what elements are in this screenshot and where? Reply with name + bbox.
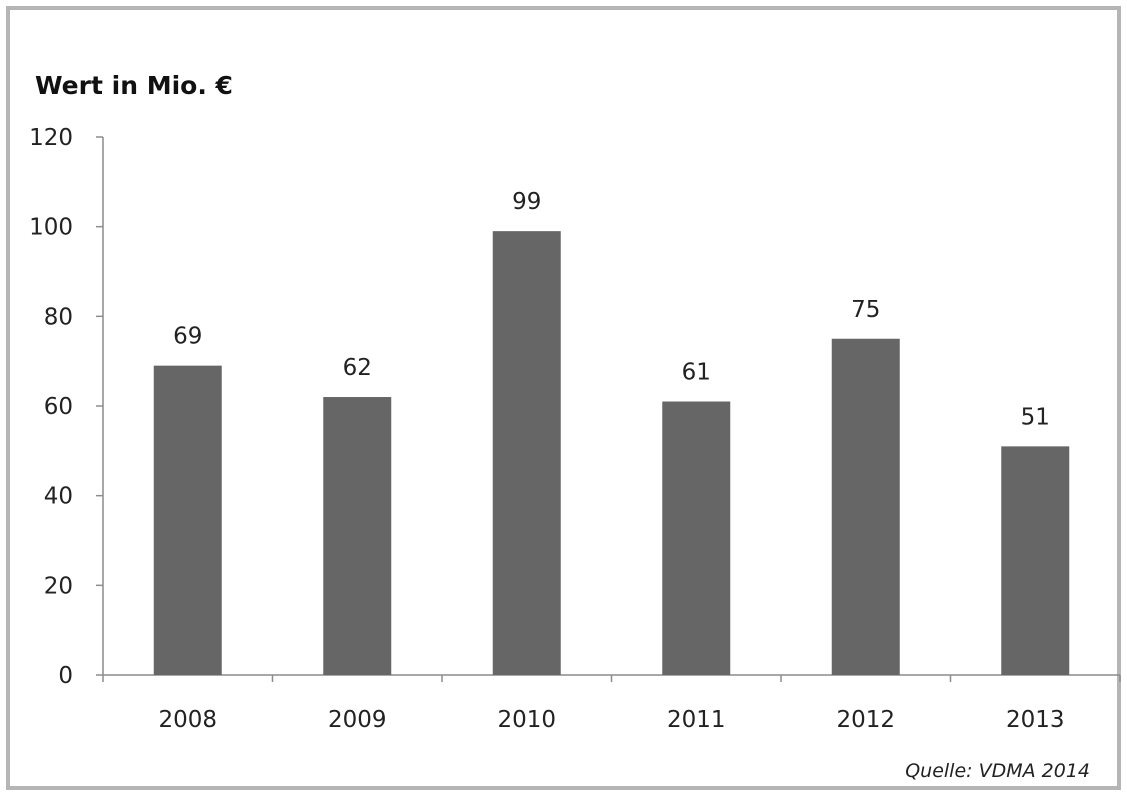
y-tick-label: 120 [29,125,73,151]
y-tick-label: 20 [44,573,73,599]
bar-2008 [153,365,222,675]
bar-2012 [831,338,900,675]
bar-2011 [662,401,731,675]
bars [153,231,1070,675]
y-axis-title: Wert in Mio. € [35,71,233,100]
y-tick-label: 40 [44,484,73,510]
data-label-2011: 61 [682,360,711,386]
data-label-2010: 99 [512,189,541,215]
x-tick-label-2013: 2013 [1006,707,1065,733]
x-tick-label-2009: 2009 [328,707,387,733]
x-tick-label-2008: 2008 [158,707,217,733]
y-tick-label: 80 [44,304,73,330]
data-label-2009: 62 [343,355,372,381]
x-tick-label-2012: 2012 [836,707,895,733]
y-axis: 0 20 40 60 80 100 120 [29,125,104,689]
bar-2009 [323,397,392,675]
bar-2010 [492,231,561,675]
y-tick-label: 60 [44,394,73,420]
x-tick-label-2010: 2010 [497,707,556,733]
data-label-2012: 75 [851,297,880,323]
y-tick-label: 100 [29,215,73,241]
bar-2013 [1001,446,1070,675]
data-labels: 69 62 99 61 75 51 [173,189,1050,430]
x-tick-label-2011: 2011 [667,707,726,733]
x-axis: 2008 2009 2010 2011 2012 2013 [102,674,1121,733]
source-note: Quelle: VDMA 2014 [905,760,1090,782]
y-tick-label: 0 [58,663,73,689]
data-label-2013: 51 [1021,404,1050,430]
data-label-2008: 69 [173,324,202,350]
